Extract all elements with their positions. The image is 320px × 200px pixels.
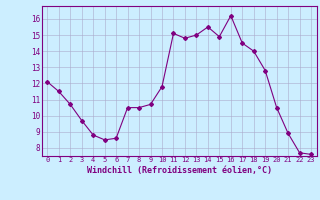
X-axis label: Windchill (Refroidissement éolien,°C): Windchill (Refroidissement éolien,°C)	[87, 166, 272, 175]
